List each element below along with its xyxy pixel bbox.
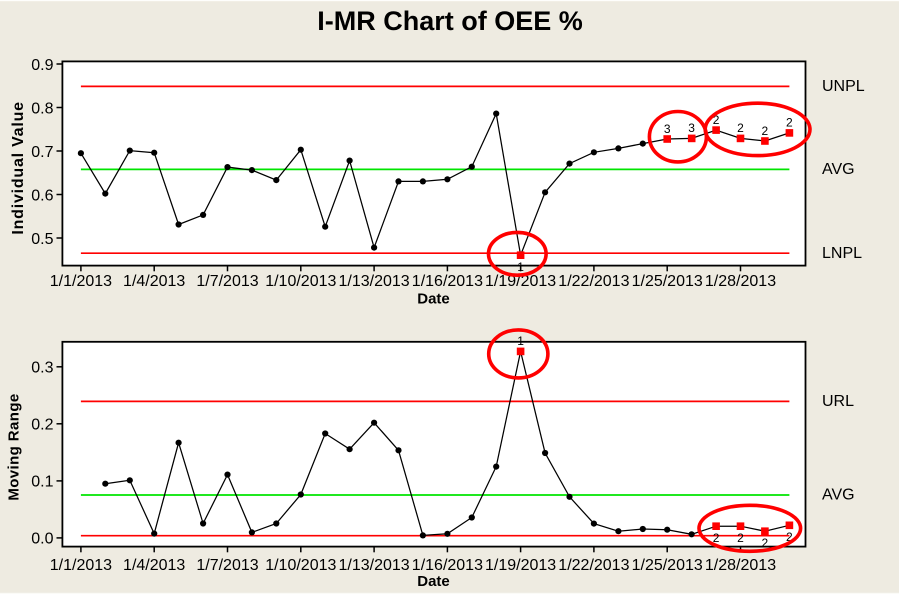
svg-text:1/25/2013: 1/25/2013 bbox=[632, 557, 703, 574]
svg-text:3: 3 bbox=[688, 121, 695, 135]
svg-text:UNPL: UNPL bbox=[822, 78, 865, 95]
svg-text:0.6: 0.6 bbox=[31, 187, 53, 204]
svg-text:1/1/2013: 1/1/2013 bbox=[50, 557, 112, 574]
svg-text:1/10/2013: 1/10/2013 bbox=[265, 273, 336, 290]
svg-text:0.8: 0.8 bbox=[31, 100, 53, 117]
svg-text:1/22/2013: 1/22/2013 bbox=[558, 273, 629, 290]
svg-text:1/25/2013: 1/25/2013 bbox=[632, 273, 703, 290]
svg-text:1/4/2013: 1/4/2013 bbox=[123, 557, 185, 574]
svg-text:1/10/2013: 1/10/2013 bbox=[265, 557, 336, 574]
svg-text:2: 2 bbox=[762, 536, 769, 550]
svg-text:1/16/2013: 1/16/2013 bbox=[412, 557, 483, 574]
svg-text:0.9: 0.9 bbox=[31, 57, 53, 74]
svg-text:2: 2 bbox=[762, 124, 769, 138]
svg-text:1: 1 bbox=[517, 260, 524, 274]
svg-text:1/28/2013: 1/28/2013 bbox=[705, 273, 776, 290]
svg-text:0.2: 0.2 bbox=[31, 417, 53, 434]
svg-text:2: 2 bbox=[786, 530, 793, 544]
svg-text:1/7/2013: 1/7/2013 bbox=[196, 557, 258, 574]
svg-text:3: 3 bbox=[664, 122, 671, 136]
svg-text:2: 2 bbox=[786, 116, 793, 130]
svg-text:2: 2 bbox=[737, 531, 744, 545]
svg-text:2: 2 bbox=[737, 121, 744, 135]
svg-text:1/13/2013: 1/13/2013 bbox=[339, 557, 410, 574]
svg-text:0.7: 0.7 bbox=[31, 144, 53, 161]
svg-text:0.5: 0.5 bbox=[31, 231, 53, 248]
svg-text:1/16/2013: 1/16/2013 bbox=[412, 273, 483, 290]
svg-text:2: 2 bbox=[713, 113, 720, 127]
svg-text:1/13/2013: 1/13/2013 bbox=[339, 273, 410, 290]
svg-text:0.3: 0.3 bbox=[31, 360, 53, 377]
svg-text:URL: URL bbox=[822, 393, 854, 410]
svg-text:AVG: AVG bbox=[822, 161, 855, 178]
svg-text:I-MR Chart of OEE %: I-MR Chart of OEE % bbox=[317, 6, 583, 36]
svg-text:1/7/2013: 1/7/2013 bbox=[196, 273, 258, 290]
svg-text:Date: Date bbox=[417, 291, 450, 308]
svg-text:1: 1 bbox=[517, 334, 524, 348]
svg-text:1/19/2013: 1/19/2013 bbox=[485, 273, 556, 290]
svg-text:AVG: AVG bbox=[822, 487, 855, 504]
svg-text:2: 2 bbox=[713, 531, 720, 545]
svg-text:0.0: 0.0 bbox=[31, 531, 53, 548]
svg-text:LNPL: LNPL bbox=[822, 245, 862, 262]
svg-text:0.1: 0.1 bbox=[31, 474, 53, 491]
svg-text:1/28/2013: 1/28/2013 bbox=[705, 557, 776, 574]
svg-text:1/4/2013: 1/4/2013 bbox=[123, 273, 185, 290]
svg-text:1/19/2013: 1/19/2013 bbox=[485, 557, 556, 574]
svg-text:1/22/2013: 1/22/2013 bbox=[558, 557, 629, 574]
svg-text:Date: Date bbox=[417, 573, 450, 590]
svg-text:Individual Value: Individual Value bbox=[10, 101, 27, 234]
svg-text:Moving Range: Moving Range bbox=[6, 393, 23, 500]
svg-text:1/1/2013: 1/1/2013 bbox=[50, 273, 112, 290]
